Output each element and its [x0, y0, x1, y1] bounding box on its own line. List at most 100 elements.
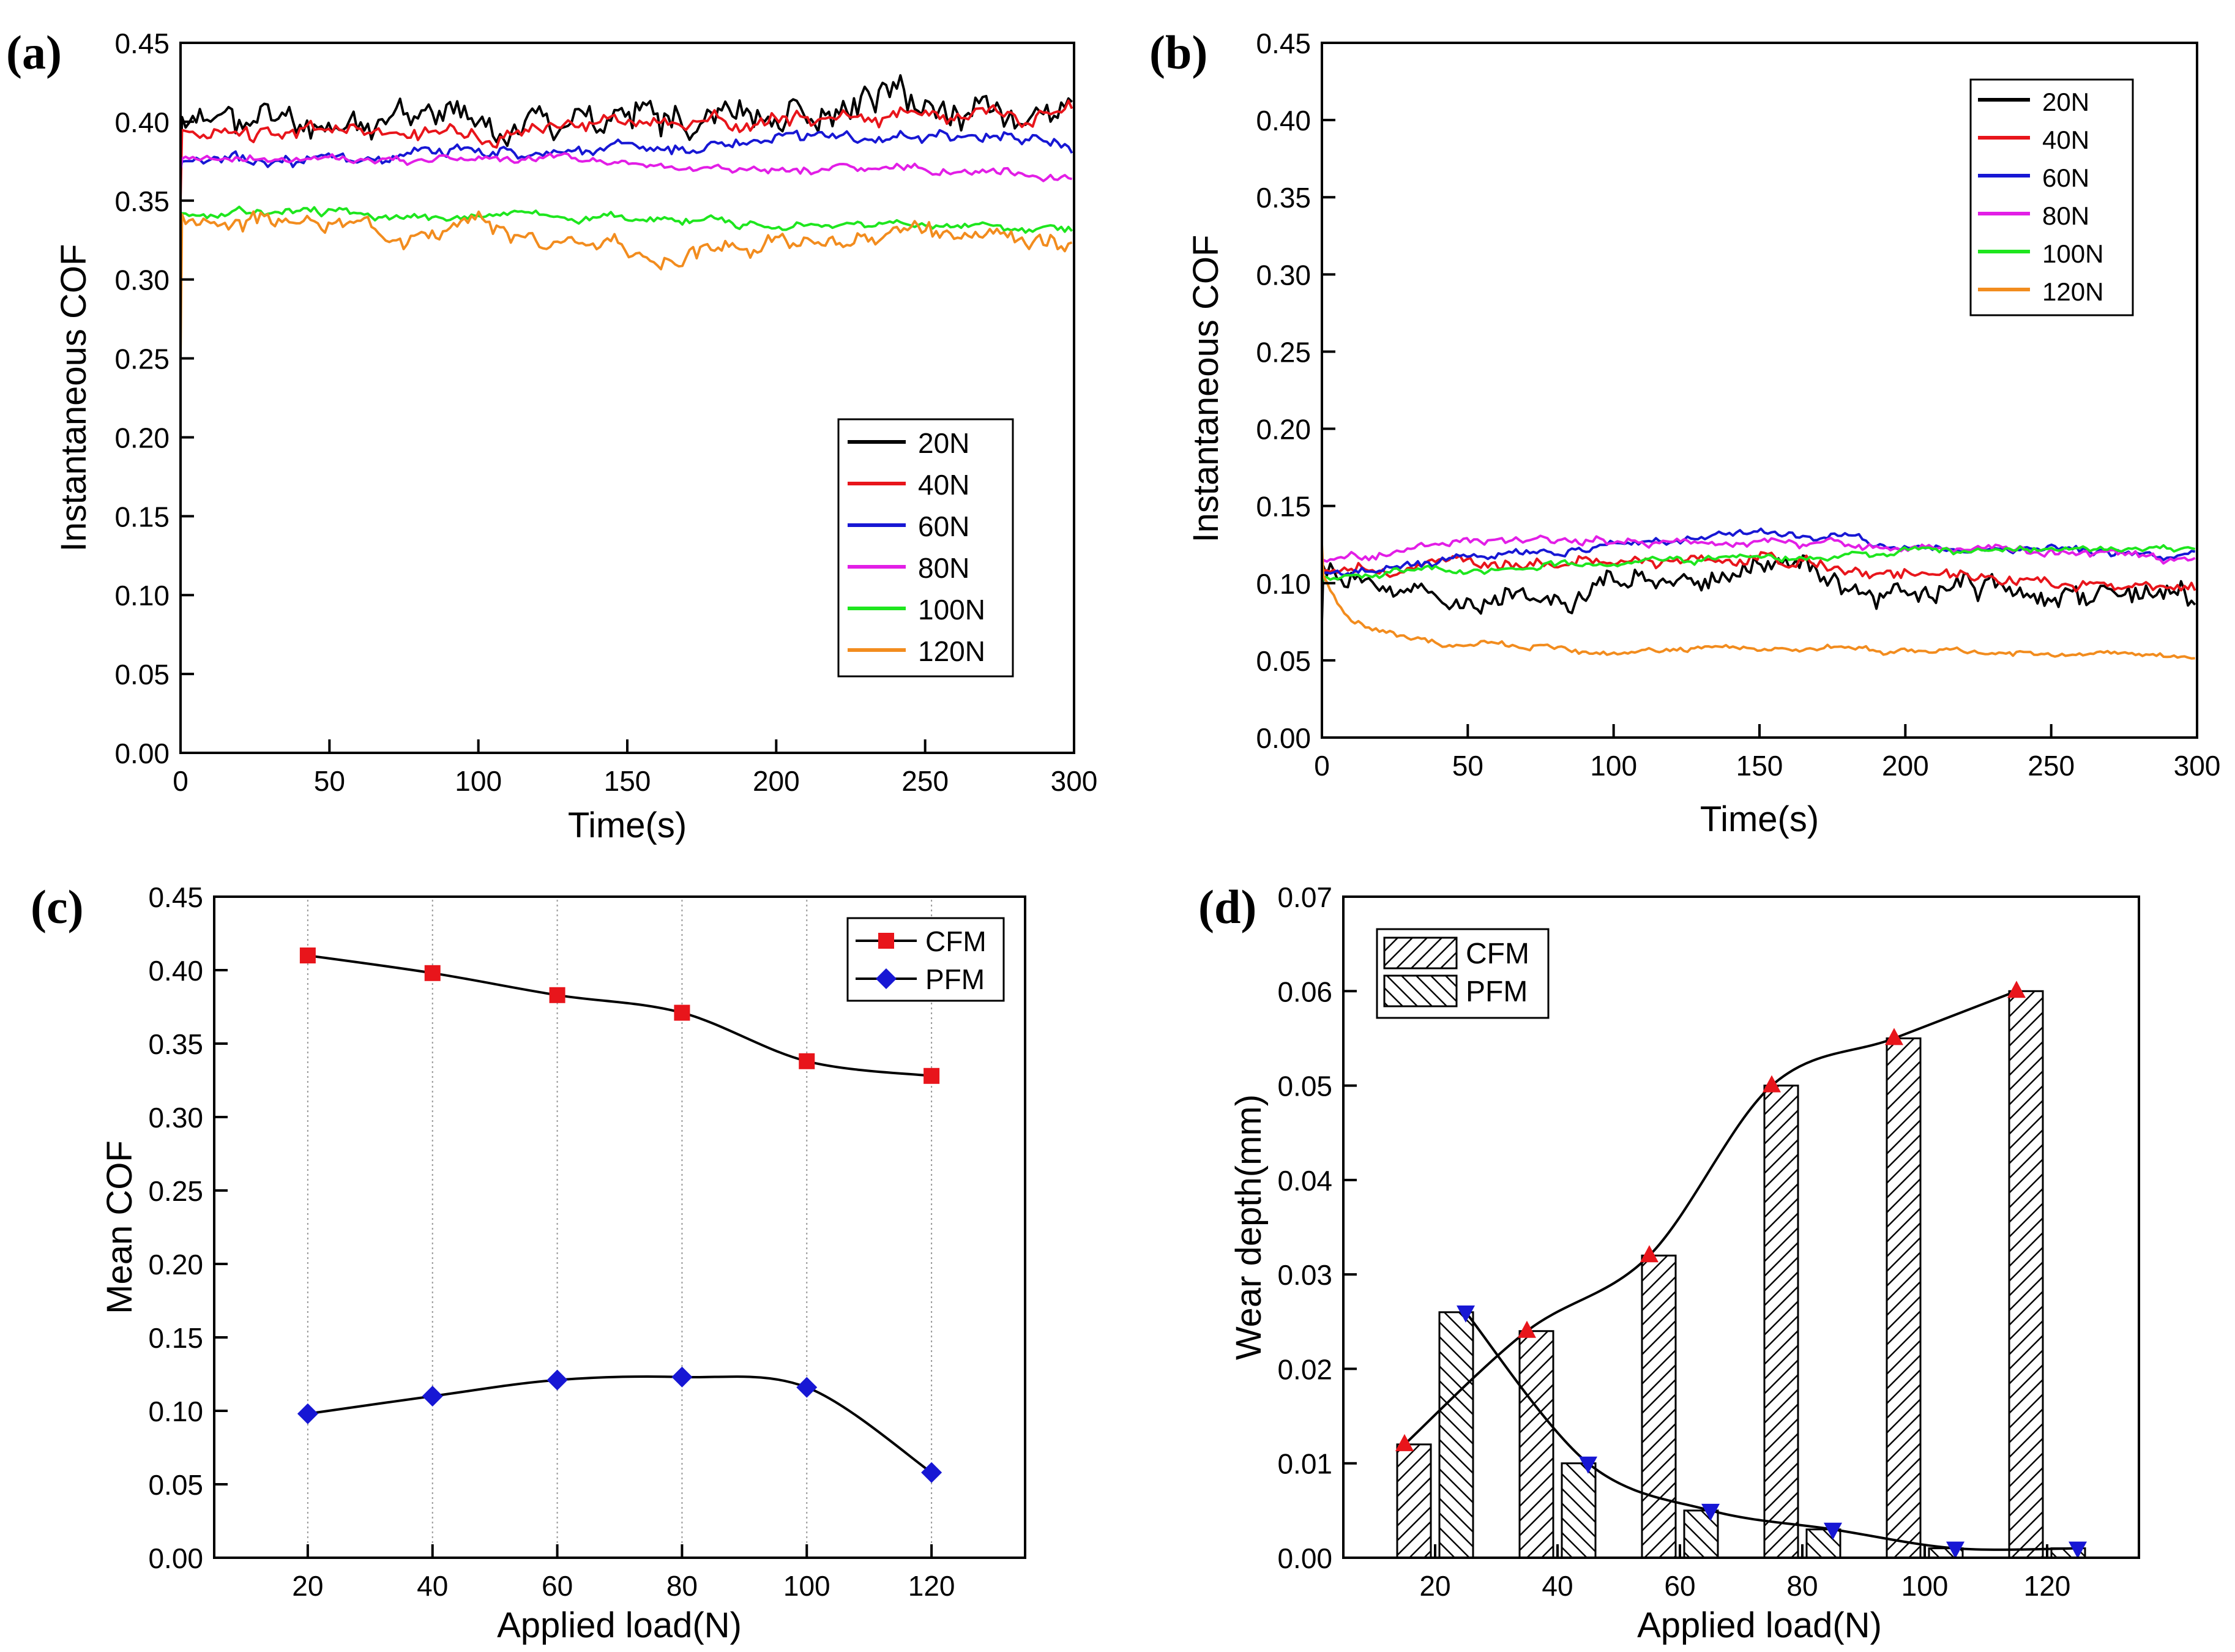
panel-a-ytick-label: 0.05	[114, 659, 170, 690]
panel-b-xtick-label: 0	[1314, 750, 1330, 782]
panel-b-legend: 20N 40N 60N 80N 100N 120N	[1969, 78, 2134, 316]
panel-a-xtick-label: 200	[753, 765, 800, 797]
panel-d-ytick-label: 0.04	[1277, 1165, 1332, 1197]
panel-b-ytick-label: 0.35	[1256, 182, 1311, 214]
panel-b-legend-label-120N: 120N	[2042, 277, 2103, 306]
panel-c-ytick-label: 0.35	[148, 1028, 203, 1060]
panel-a-ytick-label: 0.15	[114, 501, 170, 533]
panel-d-legend-swatch-PFM	[1383, 974, 1458, 1007]
panel-d-bar-CFM	[1641, 1254, 1677, 1559]
panel-b-ytick-label: 0.45	[1256, 28, 1311, 59]
panel-a-series-40N	[179, 99, 1073, 201]
panel-d-xtick-label: 80	[1786, 1570, 1818, 1602]
panel-c-point-CFM	[424, 965, 441, 981]
panel-a-xtick-label: 250	[901, 765, 949, 797]
panel-c-ticks: 0.00 0.05 0.10 0.15 0.20 0.25 0.30 0.35 0.40 0.45…	[148, 881, 955, 1602]
panel-d-ticks: 0.00 0.01 0.02 0.03 0.04 0.05 0.06 0.07 20 40 60 80…	[1277, 881, 2070, 1602]
panel-c-curve-CFM	[307, 954, 932, 1077]
panel-b-series-80N	[1321, 534, 2196, 568]
panel-a-xtick-label: 100	[455, 765, 502, 797]
panel-b-ytick-label: 0.30	[1256, 259, 1311, 291]
panel-d-label: (d)	[1198, 880, 1256, 933]
panel-a-xlabel: Time(s)	[568, 805, 687, 845]
panel-c-label: (c)	[31, 880, 84, 933]
panel-a-legend-label-100N: 100N	[918, 594, 985, 626]
panel-d-ytick-label: 0.02	[1277, 1353, 1332, 1385]
panel-c-legend-marker-PFM	[876, 968, 897, 989]
panel-a-series-80N	[179, 152, 1073, 182]
panel-b-xtick-label: 200	[1882, 750, 1929, 782]
panel-b-ytick-label: 0.25	[1256, 336, 1311, 368]
panel-b-xtick-label: 150	[1736, 750, 1783, 782]
panel-d-curve-PFM	[1465, 1311, 2078, 1551]
panel-b-xlabel: Time(s)	[1700, 799, 1819, 839]
panel-c-grid	[307, 897, 933, 1558]
panel-c: (c) 0.00 0.05 0.10 0.15 0.20 0.25 0.30 0.35 0.40…	[31, 880, 1026, 1645]
panel-b-series-100N	[1321, 544, 2196, 584]
panel-b-series	[1321, 527, 2196, 660]
panel-d-point-CFM	[1518, 1320, 1536, 1338]
panel-a-ytick-label: 0.25	[114, 343, 170, 375]
panel-c-point-PFM	[921, 1462, 942, 1483]
panel-c-legend-label-CFM: CFM	[925, 925, 987, 957]
panel-d-point-PFM	[1824, 1522, 1842, 1540]
panel-a-legend-entries: 20N 40N 60N 80N 100N 120N	[848, 427, 985, 667]
panel-c-point-PFM	[796, 1377, 818, 1398]
panel-c-ytick-label: 0.45	[148, 881, 203, 913]
panel-d-ytick-label: 0.01	[1277, 1448, 1332, 1480]
panel-d-bar-CFM	[1886, 1037, 1922, 1559]
panel-b-ticks: 0.00 0.05 0.10 0.15 0.20 0.25 0.30 0.35 0.40 0.45…	[1256, 28, 2220, 782]
panel-d-point-CFM	[1395, 1433, 1414, 1451]
panel-b-ytick-label: 0.10	[1256, 568, 1311, 600]
panel-c-point-PFM	[671, 1366, 693, 1388]
panel-c-legend-label-PFM: PFM	[925, 963, 985, 995]
panel-a-xtick-label: 50	[314, 765, 345, 797]
panel-c-point-CFM	[923, 1067, 940, 1084]
panel-c-xtick-label: 80	[666, 1570, 698, 1602]
panel-b: (b) 0.00 0.05 0.10 0.15 0.20 0.25 0.30 0.35 0.40…	[1149, 26, 2220, 839]
panel-c-legend: CFM PFM	[846, 917, 1005, 1002]
panel-b-ytick-label: 0.00	[1256, 722, 1311, 754]
panel-b-legend-box	[1969, 78, 2134, 316]
panel-a-series-60N	[179, 129, 1073, 170]
panel-d-point-PFM	[1946, 1541, 1964, 1559]
panel-c-legend-marker-CFM	[878, 933, 894, 949]
panel-a-ytick-label: 0.40	[114, 107, 170, 138]
panel-d-bars	[1396, 990, 2086, 1559]
panel-c-xtick-label: 120	[908, 1570, 955, 1602]
panel-c-ytick-label: 0.20	[148, 1249, 203, 1280]
panel-b-series-20N	[1321, 554, 2196, 622]
panel-a-series	[179, 74, 1073, 359]
panel-a-ytick-label: 0.20	[114, 422, 170, 454]
panel-c-xlabel: Applied load(N)	[497, 1605, 742, 1645]
panel-d-curve-CFM	[1403, 990, 2017, 1446]
panel-c-point-CFM	[799, 1053, 815, 1069]
panel-d-bar-CFM	[2008, 990, 2044, 1559]
panel-d-ytick-label: 0.05	[1277, 1071, 1332, 1102]
panel-a-legend-box	[837, 418, 1014, 678]
panel-a-label: (a)	[6, 26, 62, 79]
panel-b-ytick-label: 0.15	[1256, 491, 1311, 523]
panel-d-bar-PFM	[1683, 1509, 1719, 1559]
panel-c-ytick-label: 0.15	[148, 1322, 203, 1354]
panel-d-point-CFM	[2007, 981, 2026, 998]
panel-b-ytick-label: 0.20	[1256, 414, 1311, 446]
panel-c-ytick-label: 0.40	[148, 955, 203, 987]
panel-d-point-PFM	[1457, 1305, 1475, 1323]
panel-c-point-CFM	[299, 947, 316, 963]
panel-d-ytick-label: 0.00	[1277, 1542, 1332, 1574]
panel-c-point-CFM	[549, 987, 565, 1003]
panel-b-ylabel: Instantaneous COF	[1186, 235, 1226, 543]
panel-d-plot-frame	[1342, 895, 2140, 1559]
panel-c-ytick-label: 0.00	[148, 1542, 203, 1574]
panel-d-ytick-label: 0.06	[1277, 976, 1332, 1007]
panel-b-legend-label-20N: 20N	[2042, 88, 2089, 116]
panel-a-ytick-label: 0.30	[114, 264, 170, 296]
panel-b-legend-label-80N: 80N	[2042, 201, 2089, 230]
panel-b-ytick-label: 0.05	[1256, 645, 1311, 677]
panel-d-point-CFM	[1885, 1028, 1903, 1045]
panel-d-xtick-label: 20	[1419, 1570, 1450, 1602]
panel-d-ytick-label: 0.07	[1277, 881, 1332, 913]
panel-d-xtick-label: 60	[1664, 1570, 1695, 1602]
panel-b-series-120N	[1321, 544, 2195, 660]
